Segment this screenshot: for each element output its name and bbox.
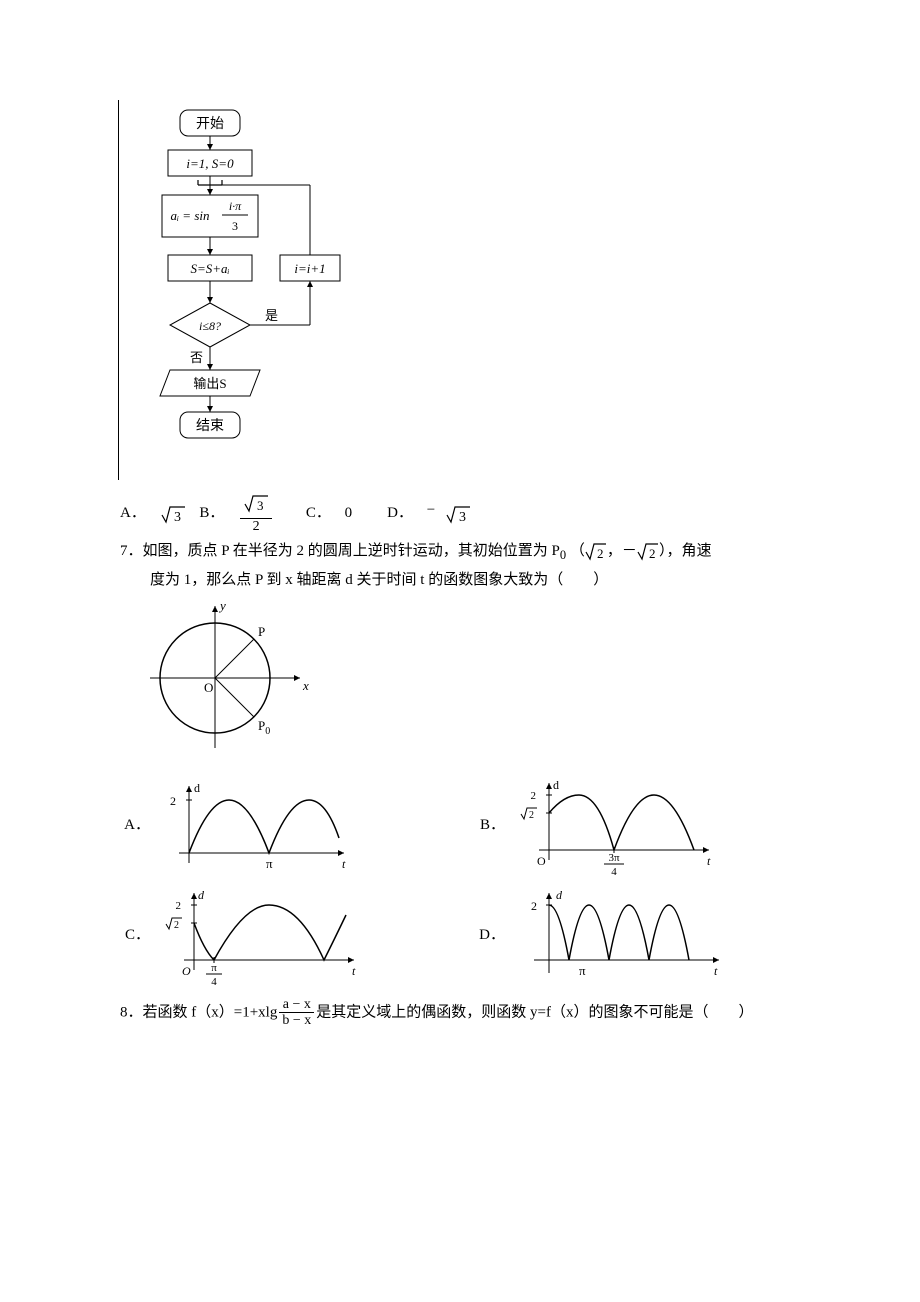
q6-C-label: C．: [306, 505, 331, 521]
q7-A-graph: 2 d π t: [154, 778, 354, 873]
svg-text:y: y: [218, 598, 226, 613]
q8-text: 8．若函数 f（x）=1+xlga − xb − x是其定义域上的偶函数，则函数…: [120, 997, 800, 1029]
svg-text:π: π: [211, 962, 217, 974]
sqrt-icon: 2: [585, 542, 607, 562]
q7-C-label: C．: [120, 924, 154, 947]
svg-text:2: 2: [531, 899, 537, 913]
q7-circle-svg: x y O P P0: [140, 598, 310, 758]
flow-output: 输出S: [193, 376, 226, 391]
flow-formula-num: i·π: [229, 199, 242, 213]
svg-text:O: O: [204, 680, 213, 695]
svg-text:3: 3: [257, 498, 264, 513]
flow-no: 否: [190, 350, 203, 365]
svg-text:t: t: [352, 964, 356, 978]
svg-text:d: d: [553, 778, 559, 792]
q7-B-label: B．: [475, 814, 509, 837]
q6-opt-B: B． 3 2: [199, 505, 296, 521]
q7-circle-figure: x y O P P0: [140, 598, 800, 766]
svg-text:2: 2: [529, 810, 534, 821]
q7-choice-B: B． 2 2 d O 3π 4 t: [475, 775, 800, 875]
flow-decision: i≤8?: [199, 319, 221, 333]
svg-text:π: π: [579, 963, 586, 978]
flow-formula-den: 3: [232, 219, 238, 233]
svg-text:2: 2: [170, 794, 176, 808]
q7-choice-C: C． 2 2 d O π 4 t: [120, 885, 435, 985]
q7-text: 7．如图，质点 P 在半径为 2 的圆周上逆时针运动，其初始位置为 P0 （2，…: [120, 540, 800, 565]
q7-choices: A． 2 d π t B． 2 2 d O 3π 4 t: [120, 775, 800, 985]
q6-A-label: A．: [120, 505, 146, 521]
q7-number: 7．: [120, 543, 143, 559]
svg-text:O: O: [182, 964, 191, 978]
q7-D-graph: 2 d π t: [509, 885, 729, 985]
q6-D-prefix: −: [427, 502, 435, 518]
q7-D-label: D．: [475, 924, 509, 947]
svg-text:t: t: [342, 857, 346, 871]
svg-text:P0: P0: [258, 718, 270, 737]
q6-B-frac: 3 2: [240, 494, 282, 535]
q6-opt-C: C． 0: [306, 505, 366, 521]
sqrt-icon: 3: [243, 494, 269, 514]
flow-init: i=1, S=0: [186, 156, 234, 171]
flowchart-svg: 开始 i=1, S=0 aᵢ = sin i·π 3 S=S+aᵢ i=i+1 …: [140, 100, 360, 480]
q8-frac: a − xb − x: [279, 997, 314, 1029]
q7-sub0: 0: [560, 548, 566, 562]
q8-text-after: 是其定义域上的偶函数，则函数 y=f（x）的图象不可能是（ ）: [316, 1004, 753, 1020]
sqrt-icon: 3: [160, 503, 186, 525]
svg-text:t: t: [714, 964, 718, 978]
flow-accum: S=S+aᵢ: [190, 261, 229, 276]
svg-text:2: 2: [597, 546, 604, 561]
svg-text:4: 4: [611, 866, 617, 875]
flow-formula-lhs: aᵢ = sin: [171, 208, 210, 223]
flow-end: 结束: [196, 418, 224, 434]
svg-text:O: O: [537, 854, 546, 868]
q7-choice-D: D． 2 d π t: [475, 885, 800, 985]
svg-text:3π: 3π: [608, 852, 620, 864]
svg-text:4: 4: [211, 976, 217, 985]
svg-text:P: P: [258, 624, 265, 639]
svg-text:3: 3: [174, 510, 181, 525]
svg-text:π: π: [266, 856, 273, 871]
svg-text:d: d: [198, 888, 205, 902]
q6-opt-A: A． 3: [120, 505, 189, 521]
flow-start: 开始: [196, 116, 224, 132]
sqrt-icon: 2: [637, 542, 659, 562]
q6-D-label: D．: [387, 505, 413, 521]
svg-text:x: x: [302, 678, 309, 693]
q6-opt-D: D． −3: [387, 505, 471, 521]
flow-inc: i=i+1: [294, 261, 325, 276]
svg-text:2: 2: [174, 920, 179, 931]
q7-text-line2: 度为 1，那么点 P 到 x 轴距离 d 关于时间 t 的函数图象大致为（ ）: [150, 569, 800, 592]
svg-text:d: d: [194, 781, 200, 795]
svg-text:d: d: [556, 888, 563, 902]
q7-paren-open: （: [570, 543, 585, 559]
page-left-rule: [118, 100, 119, 480]
flow-yes: 是: [265, 308, 278, 323]
q6-B-label: B．: [199, 505, 224, 521]
q7-paren-close: ），角速: [659, 543, 712, 559]
q7-text-1: 如图，质点 P 在半径为 2 的圆周上逆时针运动，其初始位置为 P: [143, 543, 560, 559]
q7-choice-A: A． 2 d π t: [120, 778, 435, 873]
flowchart: 开始 i=1, S=0 aᵢ = sin i·π 3 S=S+aᵢ i=i+1 …: [140, 100, 800, 488]
q8-text-before: 若函数 f（x）=1+xlg: [143, 1004, 278, 1020]
q8-number: 8．: [120, 1004, 143, 1020]
q7-B-graph: 2 2 d O 3π 4 t: [509, 775, 719, 875]
svg-text:2: 2: [531, 790, 537, 802]
q6-options: A． 3 B． 3 2 C． 0 D． −3: [120, 494, 800, 535]
svg-text:t: t: [707, 854, 711, 868]
svg-text:2: 2: [176, 900, 182, 912]
q6-C-value: 0: [345, 505, 353, 521]
svg-text:3: 3: [459, 510, 466, 525]
q7-A-label: A．: [120, 814, 154, 837]
sqrt-icon: 3: [445, 503, 471, 525]
q7-C-graph: 2 2 d O π 4 t: [154, 885, 364, 985]
q7-comma: ，－: [607, 543, 637, 559]
svg-text:2: 2: [649, 546, 656, 561]
